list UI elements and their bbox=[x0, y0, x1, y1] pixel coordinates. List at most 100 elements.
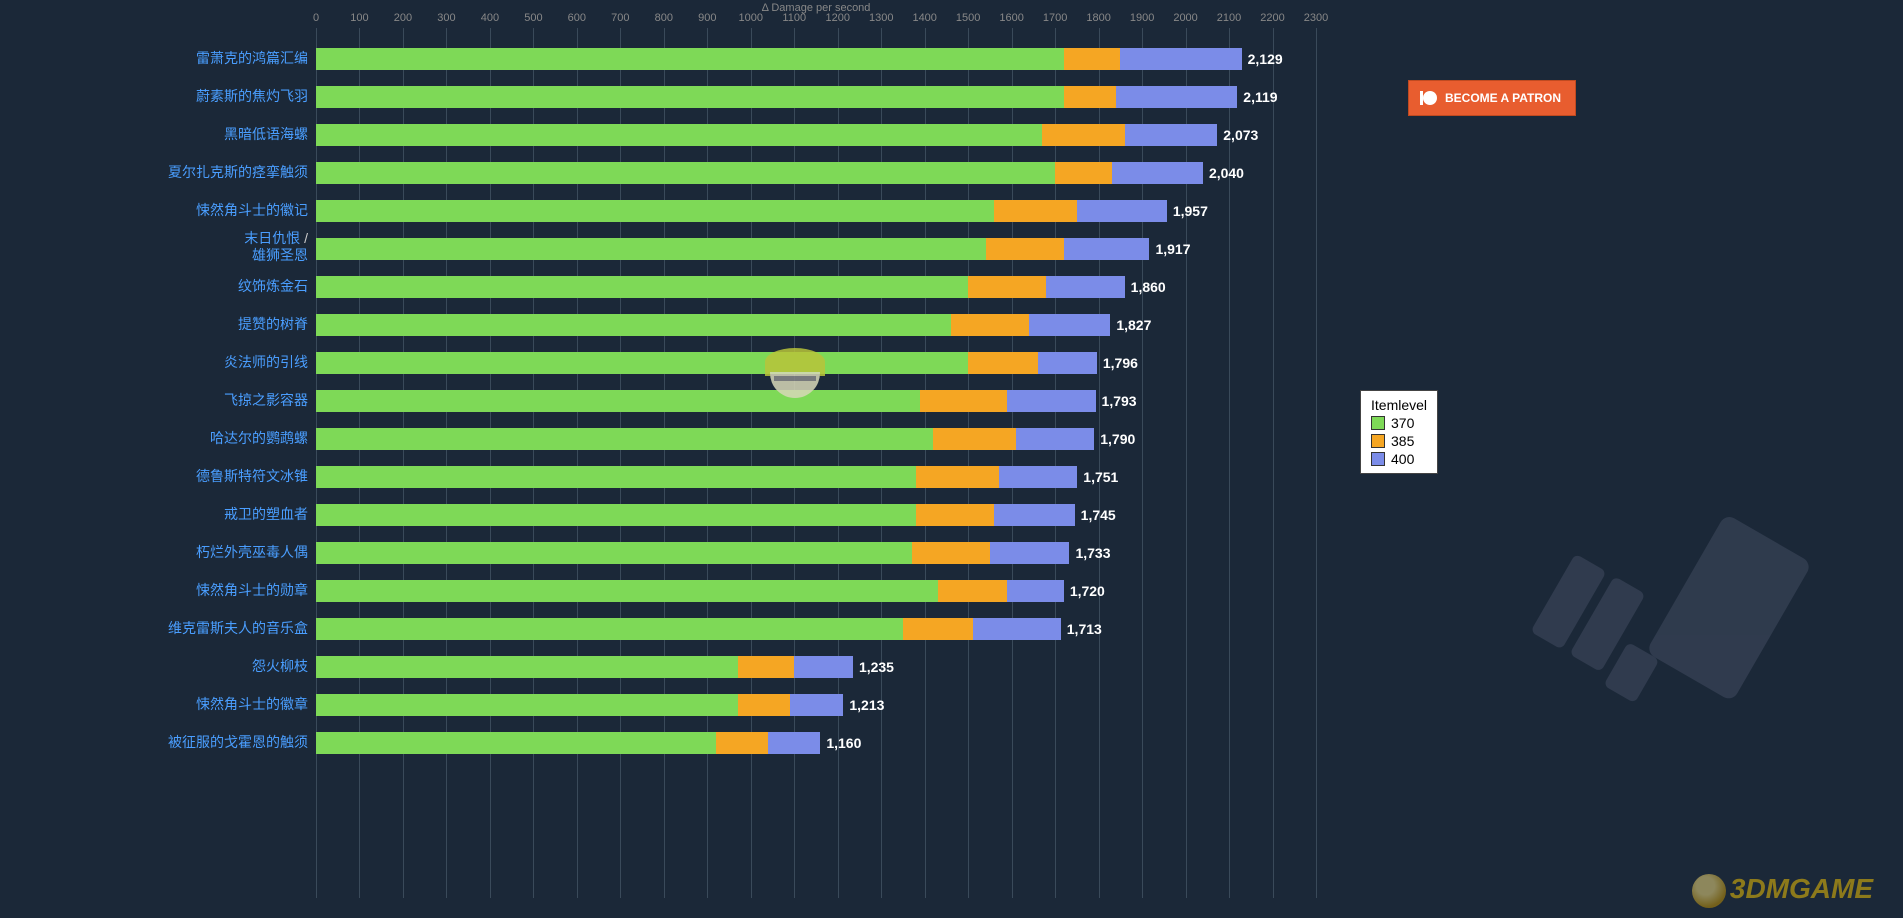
x-tick-label: 2000 bbox=[1173, 12, 1197, 24]
item-link[interactable]: 飞掠之影容器 bbox=[224, 392, 308, 408]
bar-segment-400 bbox=[999, 466, 1078, 488]
bar-row: 悚然角斗士的徽记1,957 bbox=[316, 200, 1208, 222]
bar-row: 哈达尔的鹦鹉螺1,790 bbox=[316, 428, 1135, 450]
bar-segment-385 bbox=[912, 542, 990, 564]
bar-segment-385 bbox=[738, 694, 790, 716]
x-tick-label: 600 bbox=[568, 12, 586, 24]
gridline bbox=[1012, 28, 1013, 898]
bar-segment-400 bbox=[1038, 352, 1097, 374]
x-tick-label: 1100 bbox=[782, 12, 806, 24]
x-tick-label: 1300 bbox=[869, 12, 893, 24]
item-link[interactable]: 雷萧克的鸿篇汇编 bbox=[196, 50, 308, 66]
x-axis-title: Δ Damage per second bbox=[316, 2, 1316, 14]
bar-segment-400 bbox=[1120, 48, 1241, 70]
item-link[interactable]: 纹饰炼金石 bbox=[238, 278, 308, 294]
item-label: 悚然角斗士的徽记 bbox=[16, 202, 316, 219]
item-label: 朽烂外壳巫毒人偶 bbox=[16, 544, 316, 561]
x-tick-label: 300 bbox=[437, 12, 455, 24]
bar-value-label: 1,860 bbox=[1131, 279, 1166, 295]
bar-segment-400 bbox=[1046, 276, 1124, 298]
gridline bbox=[446, 28, 447, 898]
gridline bbox=[316, 28, 317, 898]
bar-row: 悚然角斗士的勋章1,720 bbox=[316, 580, 1105, 602]
bar-value-label: 1,790 bbox=[1100, 431, 1135, 447]
bar-row: 蔚素斯的焦灼飞羽2,119 bbox=[316, 86, 1278, 108]
bar-segment-370 bbox=[316, 200, 994, 222]
x-tick-label: 1900 bbox=[1130, 12, 1154, 24]
bar-segment-370 bbox=[316, 580, 938, 602]
gridline bbox=[664, 28, 665, 898]
bar-value-label: 1,796 bbox=[1103, 355, 1138, 371]
bar-segment-385 bbox=[738, 656, 795, 678]
item-label: 飞掠之影容器 bbox=[16, 392, 316, 409]
item-link[interactable]: 悚然角斗士的徽记 bbox=[196, 202, 308, 218]
bar-segment-385 bbox=[916, 504, 994, 526]
item-link[interactable]: 悚然角斗士的徽章 bbox=[196, 696, 308, 712]
item-link[interactable]: 悚然角斗士的勋章 bbox=[196, 582, 308, 598]
bar-segment-400 bbox=[1064, 238, 1150, 260]
bar-segment-370 bbox=[316, 352, 968, 374]
bar-segment-400 bbox=[1112, 162, 1203, 184]
x-tick-label: 1700 bbox=[1043, 12, 1067, 24]
gridline bbox=[751, 28, 752, 898]
item-link[interactable]: 哈达尔的鹦鹉螺 bbox=[210, 430, 308, 446]
bar-row: 维克雷斯夫人的音乐盒1,713 bbox=[316, 618, 1102, 640]
watermark-text: 3DMGAME bbox=[1692, 873, 1873, 908]
bar-value-label: 1,957 bbox=[1173, 203, 1208, 219]
bar-row: 黑暗低语海螺2,073 bbox=[316, 124, 1258, 146]
bar-row: 被征服的戈霍恩的触须1,160 bbox=[316, 732, 861, 754]
item-link[interactable]: 维克雷斯夫人的音乐盒 bbox=[168, 620, 308, 636]
item-link[interactable]: 黑暗低语海螺 bbox=[224, 126, 308, 142]
item-link[interactable]: 提赞的树脊 bbox=[238, 316, 308, 332]
bar-segment-385 bbox=[916, 466, 999, 488]
legend-title: Itemlevel bbox=[1371, 397, 1427, 413]
item-label: 悚然角斗士的徽章 bbox=[16, 696, 316, 713]
item-link[interactable]: 戒卫的塑血者 bbox=[224, 506, 308, 522]
gridline bbox=[1316, 28, 1317, 898]
chart-container: Δ Damage per second 01002003004005006007… bbox=[0, 0, 1340, 918]
bar-row: 末日仇恨 /雄狮圣恩1,917 bbox=[316, 238, 1191, 260]
legend-item: 400 bbox=[1371, 451, 1427, 467]
bar-segment-400 bbox=[973, 618, 1061, 640]
x-tick-label: 800 bbox=[655, 12, 673, 24]
bar-segment-370 bbox=[316, 48, 1064, 70]
gridline bbox=[838, 28, 839, 898]
x-tick-label: 500 bbox=[524, 12, 542, 24]
bar-row: 提赞的树脊1,827 bbox=[316, 314, 1151, 336]
item-link[interactable]: 怨火柳枝 bbox=[252, 658, 308, 674]
gridline bbox=[881, 28, 882, 898]
bar-segment-385 bbox=[1064, 86, 1116, 108]
item-label: 末日仇恨 /雄狮圣恩 bbox=[16, 230, 316, 264]
item-link[interactable]: 夏尔扎克斯的痉挛触须 bbox=[168, 164, 308, 180]
bar-value-label: 1,720 bbox=[1070, 583, 1105, 599]
item-link[interactable]: 被征服的戈霍恩的触须 bbox=[168, 734, 308, 750]
bar-segment-370 bbox=[316, 504, 916, 526]
item-label: 被征服的戈霍恩的触须 bbox=[16, 734, 316, 751]
legend-swatch bbox=[1371, 434, 1385, 448]
bar-segment-400 bbox=[1007, 390, 1095, 412]
bar-segment-385 bbox=[903, 618, 973, 640]
bar-segment-385 bbox=[986, 238, 1064, 260]
bar-segment-370 bbox=[316, 86, 1064, 108]
x-tick-label: 1600 bbox=[999, 12, 1023, 24]
item-link[interactable]: 蔚素斯的焦灼飞羽 bbox=[196, 88, 308, 104]
x-tick-label: 1400 bbox=[912, 12, 936, 24]
bar-segment-400 bbox=[1029, 314, 1110, 336]
bar-row: 夏尔扎克斯的痉挛触须2,040 bbox=[316, 162, 1244, 184]
item-link[interactable]: 雄狮圣恩 bbox=[252, 247, 308, 263]
item-link[interactable]: 炎法师的引线 bbox=[224, 354, 308, 370]
item-link[interactable]: 德鲁斯特符文冰锥 bbox=[196, 468, 308, 484]
bar-segment-370 bbox=[316, 276, 968, 298]
x-tick-label: 100 bbox=[350, 12, 368, 24]
bar-value-label: 1,827 bbox=[1116, 317, 1151, 333]
become-patron-button[interactable]: BECOME A PATRON bbox=[1408, 80, 1576, 116]
item-label: 怨火柳枝 bbox=[16, 658, 316, 675]
x-tick-label: 1000 bbox=[739, 12, 763, 24]
bar-segment-370 bbox=[316, 542, 912, 564]
item-link[interactable]: 末日仇恨 bbox=[244, 230, 300, 246]
patreon-icon bbox=[1423, 91, 1437, 105]
bar-segment-370 bbox=[316, 466, 916, 488]
item-link[interactable]: 朽烂外壳巫毒人偶 bbox=[196, 544, 308, 560]
gridline bbox=[490, 28, 491, 898]
bar-row: 炎法师的引线1,796 bbox=[316, 352, 1138, 374]
